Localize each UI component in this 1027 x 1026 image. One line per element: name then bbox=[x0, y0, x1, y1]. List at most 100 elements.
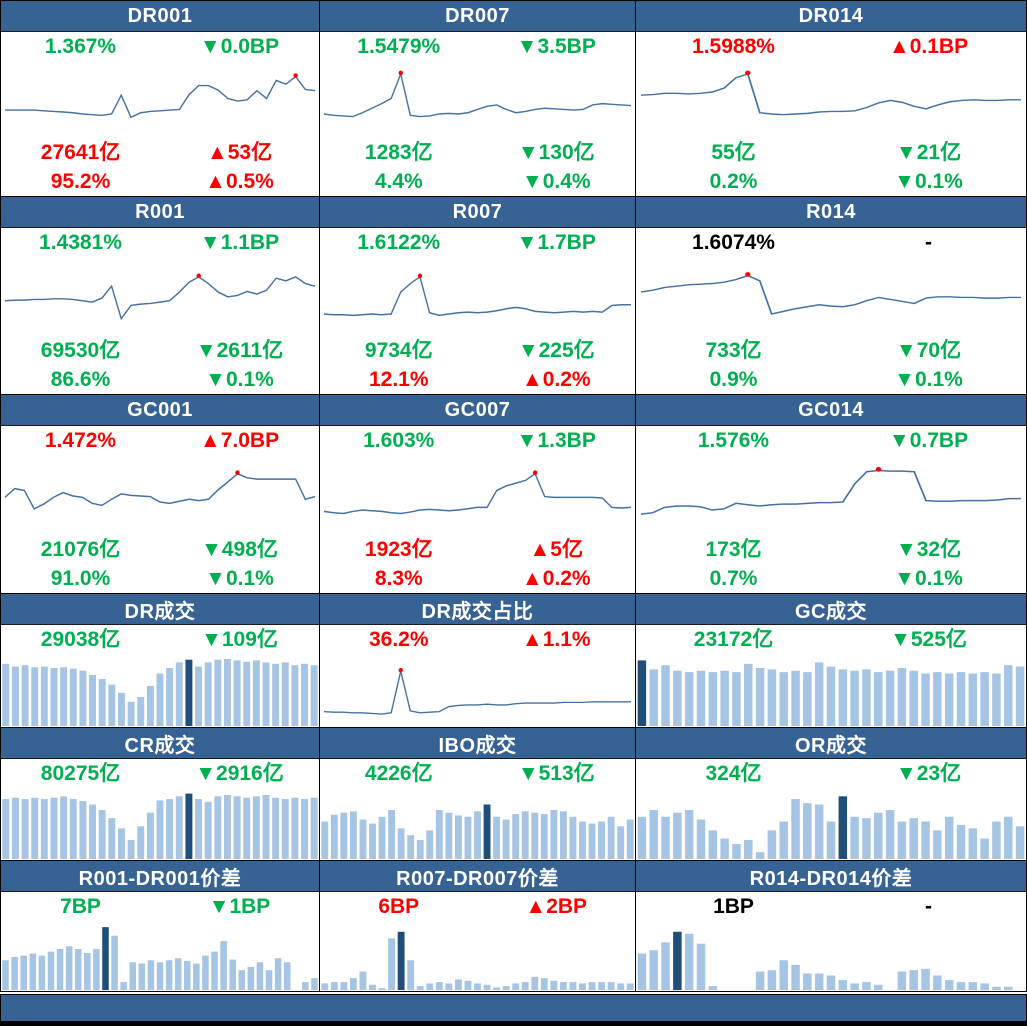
stat-row: 324亿 ▼23亿 bbox=[636, 759, 1026, 788]
panel-title: IBO成交 bbox=[438, 734, 517, 757]
panel-R001: R001 1.4381% ▼1.1BP 69530亿 ▼2611亿 86.6% ▼0.1% bbox=[1, 197, 320, 395]
stat-change: ▼1BP bbox=[208, 895, 271, 918]
panel-header: R014-DR014价差 bbox=[636, 861, 1026, 892]
bar-chart bbox=[320, 921, 635, 991]
sparkline-chart bbox=[320, 654, 635, 727]
stat-change: ▼0.1% bbox=[205, 368, 274, 391]
stat-value: 12.1% bbox=[368, 368, 429, 391]
panel-header: GC014 bbox=[636, 395, 1026, 426]
latest-point-dot bbox=[745, 272, 751, 277]
stat-change: ▼2611亿 bbox=[195, 339, 284, 362]
sparkline-chart bbox=[1, 257, 319, 336]
panel-GC成交: GC成交 23172亿 ▼525亿 bbox=[636, 594, 1026, 728]
stat-value: 1.576% bbox=[697, 429, 770, 452]
stat-row: 173亿 ▼32亿 bbox=[636, 535, 1026, 564]
panel-header: R001 bbox=[1, 197, 319, 228]
bar-chart bbox=[1, 654, 319, 727]
dashboard-grid: DR001 1.367% ▼0.0BP 27641亿 ▲53亿 95.2% ▲0.5% DR0… bbox=[0, 0, 1027, 992]
stat-value: 324亿 bbox=[705, 762, 762, 785]
stat-value: 1BP bbox=[713, 895, 754, 918]
stat-value: 1.4381% bbox=[39, 231, 122, 254]
stat-value: 1923亿 bbox=[364, 538, 433, 561]
sparkline-chart bbox=[1, 455, 319, 535]
highlighted-bar bbox=[185, 793, 193, 860]
stat-row: 1.603% ▼1.3BP bbox=[320, 426, 635, 455]
stat-value: 9734亿 bbox=[364, 339, 433, 362]
stat-row: 8.3% ▲0.2% bbox=[320, 564, 635, 593]
stat-change: ▼0.1% bbox=[205, 567, 274, 590]
panel-title: R007-DR007价差 bbox=[396, 867, 559, 890]
panel-title: CR成交 bbox=[124, 734, 196, 757]
panel-R001-DR001价差: R001-DR001价差 7BP ▼1BP bbox=[1, 861, 320, 992]
stat-value: 86.6% bbox=[50, 368, 111, 391]
bar-chart bbox=[636, 921, 1026, 991]
stat-change: ▼23亿 bbox=[895, 762, 962, 785]
stat-change: ▼0.0BP bbox=[199, 35, 280, 58]
stat-row: 4.4% ▼0.4% bbox=[320, 167, 635, 196]
highlighted-bar bbox=[102, 927, 109, 991]
stat-value: 4226亿 bbox=[364, 762, 433, 785]
sparkline-chart bbox=[636, 257, 1026, 336]
stat-change: ▼225亿 bbox=[517, 339, 595, 362]
stat-change: ▼32亿 bbox=[895, 538, 962, 561]
stat-row: 7BP ▼1BP bbox=[1, 892, 319, 921]
stat-value: 55亿 bbox=[711, 141, 756, 164]
stat-value: 36.2% bbox=[368, 628, 429, 651]
bar-chart bbox=[636, 654, 1026, 727]
latest-point-dot bbox=[532, 470, 538, 476]
panel-title: R014-DR014价差 bbox=[749, 867, 913, 890]
stat-change: ▲0.1BP bbox=[888, 35, 969, 58]
sparkline-chart bbox=[320, 455, 635, 535]
stat-value: 23172亿 bbox=[693, 628, 774, 651]
sparkline-chart bbox=[636, 61, 1026, 138]
stat-change: ▼1.1BP bbox=[199, 231, 280, 254]
latest-point-dot bbox=[293, 73, 298, 78]
panel-title: GC007 bbox=[444, 398, 511, 421]
panel-title: DR成交 bbox=[124, 600, 196, 623]
latest-point-dot bbox=[196, 273, 201, 279]
stat-value: 1.472% bbox=[44, 429, 117, 452]
panel-header: R007-DR007价差 bbox=[320, 861, 635, 892]
stat-row: 55亿 ▼21亿 bbox=[636, 138, 1026, 167]
panel-title: R001-DR001价差 bbox=[78, 867, 242, 890]
stat-change: ▲53亿 bbox=[206, 141, 273, 164]
stat-row: 9734亿 ▼225亿 bbox=[320, 336, 635, 365]
stat-change: ▼513亿 bbox=[517, 762, 595, 785]
stat-change: ▲0.2% bbox=[521, 368, 591, 391]
stat-row: 12.1% ▲0.2% bbox=[320, 365, 635, 394]
stat-change: - bbox=[925, 231, 932, 254]
stat-row: 1923亿 ▲5亿 bbox=[320, 535, 635, 564]
stat-row: 1.576% ▼0.7BP bbox=[636, 426, 1026, 455]
stat-change: ▼0.1% bbox=[894, 170, 963, 193]
stat-value: 1.5988% bbox=[692, 35, 775, 58]
stat-change: ▼525亿 bbox=[890, 628, 967, 651]
stat-row: 6BP ▲2BP bbox=[320, 892, 635, 921]
stat-row: 1.6122% ▼1.7BP bbox=[320, 228, 635, 257]
stat-row: 86.6% ▼0.1% bbox=[1, 365, 319, 394]
stat-change: ▼0.7BP bbox=[888, 429, 969, 452]
latest-point-dot bbox=[398, 668, 403, 673]
highlighted-bar bbox=[483, 804, 491, 860]
stat-value: 1.367% bbox=[44, 35, 117, 58]
latest-point-dot bbox=[745, 70, 751, 76]
stat-row: 4226亿 ▼513亿 bbox=[320, 759, 635, 788]
panel-OR成交: OR成交 324亿 ▼23亿 bbox=[636, 728, 1026, 861]
bar-chart bbox=[636, 788, 1026, 860]
footer-bar bbox=[0, 994, 1027, 1026]
stat-row: 1.5988% ▲0.1BP bbox=[636, 32, 1026, 61]
stat-value: 1.603% bbox=[363, 429, 435, 452]
stat-change: ▼130亿 bbox=[517, 141, 595, 164]
stat-value: 80275亿 bbox=[40, 762, 121, 785]
stat-change: ▼1.7BP bbox=[516, 231, 596, 254]
stat-change: ▼1.3BP bbox=[516, 429, 596, 452]
stat-value: 21076亿 bbox=[40, 538, 121, 561]
panel-DR成交: DR成交 29038亿 ▼109亿 bbox=[1, 594, 320, 728]
stat-row: 1283亿 ▼130亿 bbox=[320, 138, 635, 167]
stat-row: 23172亿 ▼525亿 bbox=[636, 625, 1026, 654]
stat-row: 1.472% ▲7.0BP bbox=[1, 426, 319, 455]
stat-value: 1.5479% bbox=[357, 35, 441, 58]
panel-GC007: GC007 1.603% ▼1.3BP 1923亿 ▲5亿 8.3% ▲0.2% bbox=[320, 395, 636, 594]
stat-value: 7BP bbox=[60, 895, 101, 918]
stat-row: 69530亿 ▼2611亿 bbox=[1, 336, 319, 365]
stat-row: 91.0% ▼0.1% bbox=[1, 564, 319, 593]
